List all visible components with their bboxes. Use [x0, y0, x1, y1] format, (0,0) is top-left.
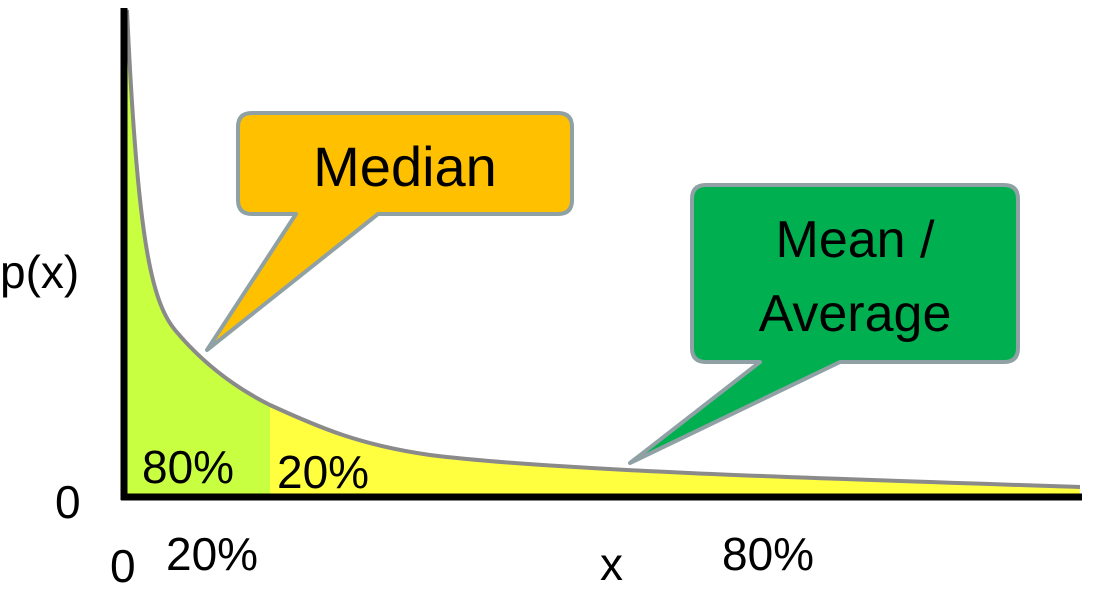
median-callout-bubble	[205, 111, 574, 352]
x-origin-label: 0	[110, 540, 136, 592]
mean-label-line2: Average	[759, 285, 952, 343]
y-origin-label: 0	[55, 476, 81, 528]
x-right-percent-label: 80%	[722, 528, 814, 580]
left-area-80-percent	[127, 10, 270, 497]
median-label: Median	[313, 135, 497, 198]
mean-label-line1: Mean /	[776, 211, 936, 269]
distribution-curve	[125, 9, 1081, 489]
y-axis-label: p(x)	[0, 246, 79, 298]
x-axis-label: x	[600, 538, 623, 590]
mean-callout-bubble	[628, 183, 1020, 465]
area-right-percent-label: 20%	[277, 446, 369, 498]
x-left-percent-label: 20%	[166, 528, 258, 580]
area-left-percent-label: 80%	[142, 441, 234, 493]
right-area-20-percent	[270, 405, 1080, 497]
